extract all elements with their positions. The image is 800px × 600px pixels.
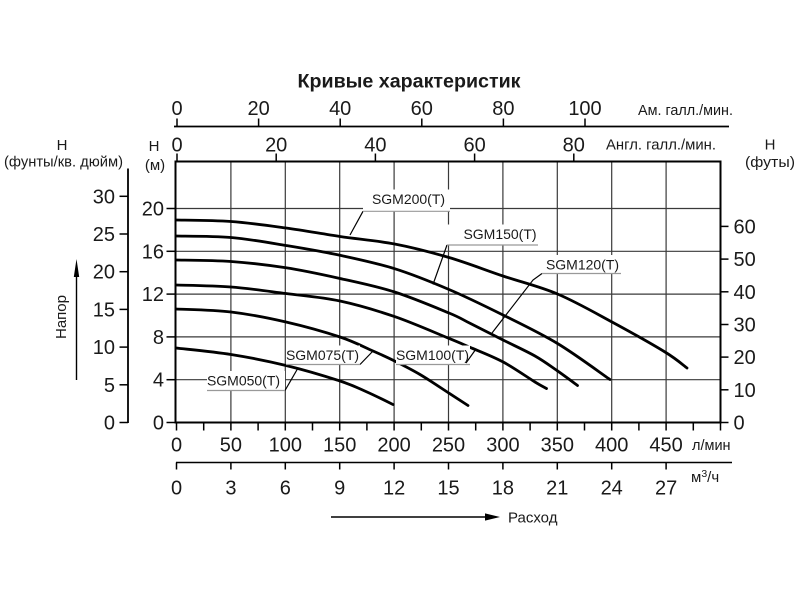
svg-text:10: 10 bbox=[93, 337, 115, 359]
svg-text:20: 20 bbox=[142, 199, 164, 221]
svg-text:SGM075(T): SGM075(T) bbox=[286, 347, 359, 363]
svg-text:(фунты/кв. дюйм): (фунты/кв. дюйм) bbox=[4, 154, 123, 171]
svg-text:30: 30 bbox=[734, 315, 756, 337]
svg-text:9: 9 bbox=[334, 478, 345, 500]
svg-text:25: 25 bbox=[93, 224, 115, 246]
svg-text:0: 0 bbox=[171, 135, 182, 157]
svg-text:Англ. галл./мин.: Англ. галл./мин. bbox=[606, 137, 716, 154]
svg-text:100: 100 bbox=[269, 435, 302, 457]
svg-text:450: 450 bbox=[649, 435, 682, 457]
svg-text:18: 18 bbox=[492, 478, 514, 500]
svg-text:20: 20 bbox=[734, 347, 756, 369]
svg-text:80: 80 bbox=[492, 98, 514, 120]
svg-text:15: 15 bbox=[437, 478, 459, 500]
svg-text:60: 60 bbox=[411, 98, 433, 120]
svg-text:50: 50 bbox=[734, 249, 756, 271]
svg-text:150: 150 bbox=[323, 435, 356, 457]
svg-text:80: 80 bbox=[563, 135, 585, 157]
svg-text:Ам. галл./мин.: Ам. галл./мин. bbox=[638, 102, 733, 119]
svg-text:40: 40 bbox=[734, 282, 756, 304]
svg-text:250: 250 bbox=[432, 435, 465, 457]
svg-text:100: 100 bbox=[568, 98, 601, 120]
svg-text:8: 8 bbox=[153, 327, 164, 349]
svg-text:27: 27 bbox=[655, 478, 677, 500]
svg-text:0: 0 bbox=[104, 413, 115, 435]
svg-text:Н: Н bbox=[57, 137, 68, 154]
svg-text:12: 12 bbox=[383, 478, 405, 500]
svg-text:350: 350 bbox=[541, 435, 574, 457]
svg-text:0: 0 bbox=[734, 413, 745, 435]
svg-text:0: 0 bbox=[171, 98, 182, 120]
svg-text:0: 0 bbox=[171, 478, 182, 500]
svg-text:SGM200(T): SGM200(T) bbox=[372, 191, 445, 207]
svg-text:12: 12 bbox=[142, 284, 164, 306]
svg-text:40: 40 bbox=[329, 98, 351, 120]
svg-text:6: 6 bbox=[280, 478, 291, 500]
svg-text:SGM150(T): SGM150(T) bbox=[463, 226, 536, 242]
svg-text:3: 3 bbox=[225, 478, 236, 500]
svg-text:20: 20 bbox=[93, 262, 115, 284]
svg-text:20: 20 bbox=[247, 98, 269, 120]
svg-text:30: 30 bbox=[93, 186, 115, 208]
svg-text:40: 40 bbox=[364, 135, 386, 157]
svg-text:л/мин: л/мин bbox=[692, 438, 731, 454]
svg-text:0: 0 bbox=[171, 435, 182, 457]
svg-text:м3/ч: м3/ч bbox=[691, 468, 719, 486]
svg-text:SGM050(T): SGM050(T) bbox=[207, 373, 280, 389]
svg-text:24: 24 bbox=[601, 478, 623, 500]
svg-text:200: 200 bbox=[377, 435, 410, 457]
svg-text:(м): (м) bbox=[145, 157, 165, 174]
svg-text:Н: Н bbox=[149, 138, 160, 155]
svg-text:21: 21 bbox=[546, 478, 568, 500]
svg-text:SGM120(T): SGM120(T) bbox=[546, 257, 619, 273]
svg-text:60: 60 bbox=[734, 216, 756, 238]
svg-text:0: 0 bbox=[153, 413, 164, 435]
svg-text:Кривые характеристик: Кривые характеристик bbox=[298, 72, 522, 93]
svg-text:400: 400 bbox=[595, 435, 628, 457]
svg-text:SGM100(T): SGM100(T) bbox=[396, 347, 469, 363]
svg-text:5: 5 bbox=[104, 375, 115, 397]
svg-text:10: 10 bbox=[734, 380, 756, 402]
svg-text:15: 15 bbox=[93, 299, 115, 321]
svg-text:(футы): (футы) bbox=[745, 154, 795, 171]
svg-text:Напор: Напор bbox=[53, 295, 70, 339]
svg-text:4: 4 bbox=[153, 370, 164, 392]
svg-text:20: 20 bbox=[265, 135, 287, 157]
svg-text:60: 60 bbox=[463, 135, 485, 157]
svg-text:Н: Н bbox=[765, 137, 776, 154]
svg-text:Расход: Расход bbox=[508, 510, 558, 527]
svg-text:300: 300 bbox=[486, 435, 519, 457]
svg-text:16: 16 bbox=[142, 241, 164, 263]
svg-text:50: 50 bbox=[220, 435, 242, 457]
